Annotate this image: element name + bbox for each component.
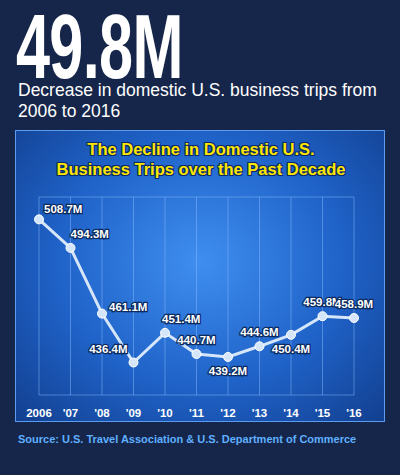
- svg-text:'11: '11: [189, 407, 204, 419]
- svg-text:440.7M: 440.7M: [177, 334, 215, 346]
- svg-text:508.7M: 508.7M: [44, 203, 82, 215]
- svg-text:2006: 2006: [26, 407, 52, 419]
- svg-text:'16: '16: [346, 407, 362, 419]
- svg-text:'13: '13: [252, 407, 268, 419]
- svg-text:451.4M: 451.4M: [162, 313, 200, 325]
- svg-text:'09: '09: [126, 407, 142, 419]
- html-text:Decrease in domestic U.S. busi: Decrease in domestic U.S. business trips…: [18, 80, 377, 121]
- svg-text:439.2M: 439.2M: [209, 365, 247, 377]
- svg-text:'12: '12: [220, 407, 236, 419]
- svg-text:459.8M: 459.8M: [303, 296, 342, 309]
- svg-text:'14: '14: [283, 407, 299, 419]
- svg-text:444.6M: 444.6M: [240, 326, 278, 338]
- svg-text:436.4M: 436.4M: [89, 343, 127, 355]
- svg-text:450.4M: 450.4M: [272, 343, 310, 355]
- svg-text:'08: '08: [94, 407, 110, 419]
- svg-text:'10: '10: [157, 407, 173, 419]
- html-text:The Decline in Domestic U.S. B: The Decline in Domestic U.S. Business Tr…: [56, 140, 346, 178]
- svg-text:494.3M: 494.3M: [71, 228, 109, 240]
- svg-text:'07: '07: [63, 407, 79, 419]
- svg-text:458.9M: 458.9M: [335, 298, 373, 310]
- svg-text:'15: '15: [315, 407, 331, 419]
- svg-text:461.1M: 461.1M: [109, 301, 147, 313]
- html-text:Source: U.S. Travel Associatio: Source: U.S. Travel Association & U.S. D…: [18, 433, 357, 445]
